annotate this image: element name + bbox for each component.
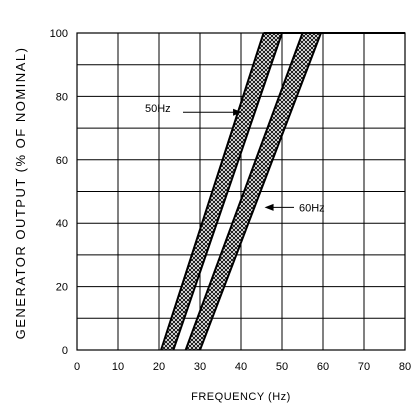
- band-50hz: [161, 33, 282, 350]
- grid: [77, 33, 405, 350]
- bands: [160, 32, 322, 351]
- y-tick-label: 20: [56, 282, 68, 294]
- annotations: 50Hz 60Hz: [145, 103, 325, 214]
- y-tick-label: 100: [50, 28, 68, 40]
- y-tick-label: 0: [62, 345, 68, 357]
- x-tick-label: 0: [74, 361, 80, 373]
- y-tick-label: 40: [56, 218, 68, 230]
- x-tick-label: 60: [317, 361, 329, 373]
- x-tick-label: 50: [276, 361, 288, 373]
- x-tick-label: 40: [235, 361, 247, 373]
- annotation-60hz-arrowhead: [264, 203, 274, 211]
- plot-frame: [76, 32, 406, 351]
- band-60hz-lower-line: [184, 32, 304, 351]
- annotation-60hz-label: 60Hz: [299, 202, 325, 214]
- annotation-50hz-label: 50Hz: [145, 103, 171, 115]
- y-axis-label: GENERATOR OUTPUT (% OF NOMINAL): [13, 47, 28, 340]
- x-tick-label: 30: [194, 361, 206, 373]
- x-axis-label: FREQUENCY (Hz): [191, 391, 291, 403]
- y-tick-label: 60: [56, 155, 68, 167]
- x-tick-label: 70: [358, 361, 370, 373]
- band-60hz-upper-line: [199, 32, 322, 351]
- band-50hz-lower-line: [160, 32, 265, 351]
- plot-border: [76, 32, 406, 351]
- x-tick-labels: 0 10 20 30 40 50 60 70 80: [74, 361, 411, 373]
- x-tick-label: 10: [112, 361, 124, 373]
- band-60hz: [185, 33, 321, 350]
- y-tick-labels: 0 20 40 60 80 100: [50, 28, 68, 357]
- x-tick-label: 20: [153, 361, 165, 373]
- band-50hz-upper-line: [172, 32, 283, 351]
- annotation-50hz-arrowhead: [233, 108, 243, 116]
- y-tick-label: 80: [56, 91, 68, 103]
- x-tick-label: 80: [399, 361, 411, 373]
